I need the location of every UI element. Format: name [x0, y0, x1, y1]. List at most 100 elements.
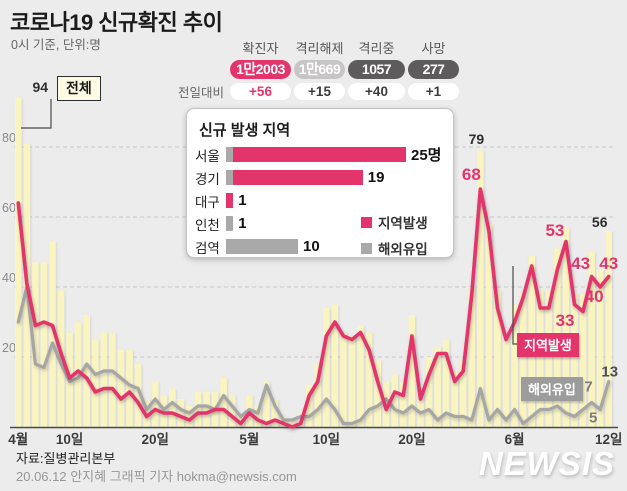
legend-swatch [361, 216, 372, 228]
y-tick-label: 20 [2, 341, 16, 355]
inset-bar-segment-imported [226, 216, 234, 231]
y-tick-label: 80 [2, 131, 16, 145]
new-cases-by-region-panel: 신규 발생 지역 서울 25명 경기 19 대구 1 인천 1 검역 10 지역발생 해외유입 [186, 108, 454, 258]
legend-swatch [361, 242, 372, 254]
total-bar [126, 350, 133, 427]
total-bar [186, 406, 193, 427]
total-bar [117, 350, 125, 427]
inset-row: 검역 10 [195, 238, 441, 256]
x-tick-label: 20일 [141, 432, 168, 447]
stats-header: 격리중 [358, 41, 395, 56]
total-bar [203, 392, 210, 427]
inset-row-bars [226, 170, 363, 185]
total-bar [49, 241, 56, 427]
inset-row-label: 검역 [195, 240, 220, 256]
total-bar [314, 364, 322, 427]
total-bar [596, 269, 604, 427]
inset-bar-segment-imported [226, 147, 234, 162]
total-bar [91, 339, 99, 427]
total-bar [83, 315, 91, 427]
total-bar [263, 381, 270, 427]
total-bar [365, 332, 373, 427]
imported-line [16, 285, 611, 426]
total-bar [442, 339, 450, 427]
inset-row-label: 인천 [195, 217, 220, 233]
page-title: 코로나19 신규확진 추이 [10, 10, 223, 35]
inset-row-value: 10 [303, 238, 320, 255]
inset-bar-segment-local [233, 170, 363, 185]
total-bar [459, 360, 467, 427]
total-bar [579, 294, 587, 427]
inset-row-label: 경기 [195, 171, 220, 187]
total-bar [348, 336, 356, 427]
total-bar [169, 388, 176, 427]
total-bar [151, 381, 159, 427]
total-bar [477, 150, 484, 427]
total-bar [254, 406, 262, 427]
inset-legend-item: 해외유입 [361, 238, 428, 258]
total-bar [468, 287, 476, 427]
inset-bar-segment-local [233, 147, 406, 162]
stats-delta-row-label: 전일대비 [177, 86, 224, 100]
x-tick-label: 6월 [505, 431, 525, 447]
total-bar [425, 357, 433, 427]
x-tick-label: 10일 [313, 432, 340, 447]
callout-line [512, 266, 518, 345]
inset-bar-segment-local [226, 193, 234, 208]
total-bar [271, 399, 279, 427]
total-bar [562, 227, 570, 427]
inset-row-bars [226, 193, 234, 208]
stats-value-badge: 1만2003 [230, 60, 291, 79]
stats-value-badge: 1만669 [294, 60, 345, 79]
inset-row-value: 1 [238, 192, 247, 209]
x-tick-label: 20일 [398, 432, 425, 447]
total-bar [374, 360, 381, 427]
inset-row-value: 1 [238, 215, 247, 232]
stats-delta-badge: +1 [408, 83, 459, 100]
total-bar [220, 378, 227, 427]
total-bar [588, 252, 595, 427]
total-bar [74, 322, 82, 427]
total-bar [100, 332, 108, 427]
stats-delta-badge: +56 [230, 83, 291, 100]
total-bar [494, 290, 501, 427]
page-subtitle: 0시 기준, 단위:명 [11, 38, 101, 52]
total-bar [323, 308, 330, 427]
total-bar [485, 224, 493, 427]
inset-row-bars [226, 216, 234, 231]
total-bar [134, 364, 142, 427]
y-tick-label: 40 [2, 271, 16, 285]
y-tick-label: 60 [2, 201, 16, 215]
total-bar [305, 385, 313, 427]
legend-label: 지역발생 [378, 216, 428, 231]
total-bar [143, 399, 150, 427]
source-note: 자료:질병관리본부 [16, 451, 116, 466]
inset-bar-segment-imported [226, 170, 234, 185]
total-bar [571, 294, 578, 427]
x-tick-label: 5월 [239, 431, 259, 447]
total-bar [451, 371, 458, 427]
inset-row: 인천 1 [195, 215, 441, 233]
x-tick-label: 4월 [8, 431, 28, 447]
local-line [16, 187, 611, 429]
total-bar [228, 395, 236, 427]
credit-note: 20.06.12 안지혜 그래픽 기자 hokma@newsis.com [16, 469, 297, 484]
total-bar [331, 304, 339, 427]
total-bar [536, 290, 544, 427]
inset-row: 서울 25명 [195, 146, 441, 164]
total-bar [545, 290, 553, 427]
inset-row: 경기 19 [195, 169, 441, 187]
total-bar [434, 346, 441, 427]
total-bar [194, 392, 202, 427]
total-bar [511, 304, 518, 427]
total-bar [357, 325, 364, 427]
stats-header: 확진자 [242, 41, 279, 56]
x-tick-label: 10일 [56, 432, 83, 447]
inset-bar-segment-imported [226, 239, 298, 254]
callout-line [21, 99, 52, 129]
stats-header: 격리해제 [295, 41, 344, 56]
stats-delta-badge: +40 [348, 83, 405, 100]
inset-title: 신규 발생 지역 [199, 122, 291, 139]
total-bar [288, 420, 296, 427]
